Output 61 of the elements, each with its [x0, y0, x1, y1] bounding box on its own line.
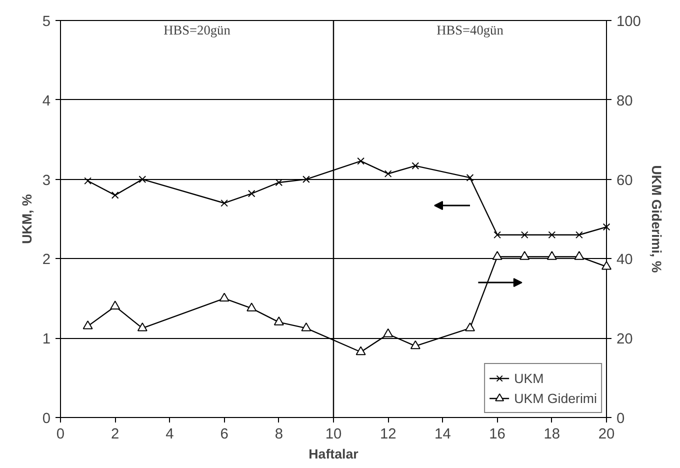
x-tick-label: 8	[274, 426, 283, 442]
point	[602, 223, 610, 231]
x-tick-label: 2	[111, 426, 120, 442]
x-tick-label: 20	[598, 426, 615, 442]
point	[383, 328, 394, 338]
point	[110, 300, 120, 310]
y-tick-label: 0	[42, 411, 51, 427]
x-tick-label: 10	[325, 426, 342, 442]
y-tick-label: 1	[42, 332, 51, 348]
point	[220, 199, 228, 207]
y-tick-label: 3	[42, 172, 51, 189]
y-tick-label: 2	[42, 252, 51, 268]
point	[301, 322, 312, 332]
x-tick-label: 0	[56, 426, 65, 442]
point	[412, 162, 420, 170]
x-tick-label: 14	[434, 426, 451, 442]
point	[82, 320, 93, 330]
point	[137, 322, 148, 332]
point	[302, 176, 310, 183]
point	[492, 251, 502, 260]
point	[410, 340, 420, 350]
legend-label: UKM	[514, 370, 544, 386]
x-tick-label: 16	[489, 426, 506, 442]
point	[548, 231, 556, 239]
point	[520, 251, 530, 260]
x-axis-title: Haftalar	[308, 446, 358, 462]
annotation: HBS=20gün	[164, 22, 231, 38]
point	[384, 170, 392, 178]
x-tick-label: 12	[380, 426, 396, 442]
y-tick-label: 4	[42, 93, 51, 110]
point	[248, 190, 256, 198]
y2-tick-label: 80	[616, 93, 633, 110]
point	[466, 174, 474, 182]
x-tick-label: 4	[166, 426, 174, 442]
point	[219, 292, 230, 302]
point	[356, 346, 366, 356]
point	[546, 251, 557, 260]
y-tick-label: 5	[42, 14, 51, 30]
point	[494, 231, 501, 239]
y2-tick-label: 0	[616, 411, 625, 427]
point	[357, 157, 364, 165]
legend-label: UKM Giderimi	[514, 390, 597, 406]
point	[576, 231, 583, 239]
point	[138, 176, 146, 183]
point	[465, 322, 475, 332]
y2-tick-label: 100	[616, 14, 641, 30]
point	[574, 251, 584, 260]
point	[84, 177, 92, 185]
point	[246, 302, 257, 312]
point	[111, 192, 119, 199]
y2-axis-title: UKM Giderimi, %	[648, 165, 664, 273]
x-tick-label: 18	[544, 426, 560, 442]
point	[520, 231, 528, 239]
point	[602, 260, 612, 270]
x-tick-label: 6	[220, 426, 228, 442]
y-axis-title: UKM, %	[19, 194, 34, 244]
y2-tick-label: 40	[616, 252, 633, 268]
point	[274, 316, 284, 326]
y2-tick-label: 20	[616, 332, 633, 348]
y2-tick-label: 60	[616, 172, 633, 189]
annotation: HBS=40gün	[436, 22, 504, 38]
